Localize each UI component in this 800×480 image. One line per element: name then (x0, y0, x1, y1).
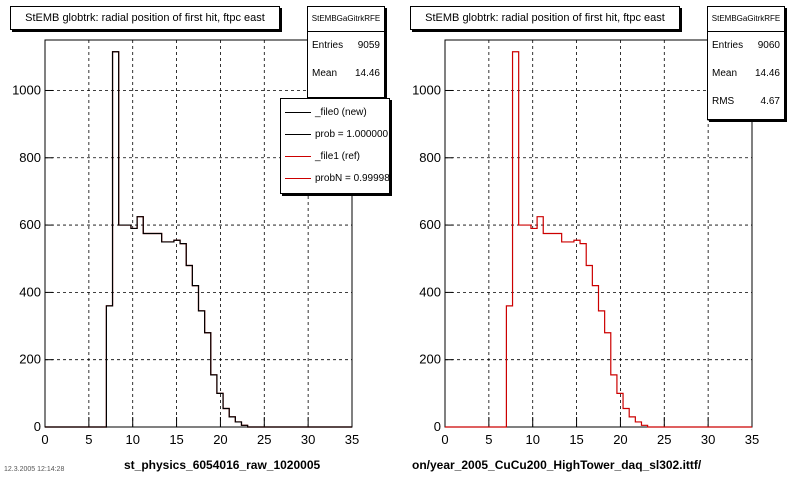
y-tick-label: 600 (19, 217, 41, 232)
legend-item-label: prob = 1.000000 (315, 128, 389, 140)
y-tick-label: 1000 (12, 82, 41, 97)
legend-item-label: _file0 (new) (315, 106, 367, 118)
chart-title-right: StEMB globtrk: radial position of first … (410, 6, 680, 30)
x-tick-label: 15 (569, 432, 583, 447)
stats-mean-label: Mean (712, 68, 738, 79)
stats-entries-value: 9060 (757, 40, 780, 51)
legend-swatch-ref (285, 155, 311, 157)
stats-mean-row: Mean 14.46 (708, 60, 784, 88)
stats-box-right: StEMBGaGitrkRFE Entries 9060 Mean 14.46 … (707, 6, 785, 120)
y-tick-label: 400 (419, 284, 441, 299)
x-tick-label: 30 (701, 432, 715, 447)
x-tick-label: 5 (85, 432, 92, 447)
histogram-panel-right: 0 5 10 15 20 25 30 35 0 200 400 600 800 1000 (412, 39, 759, 447)
x-tick-label: 20 (213, 432, 227, 447)
legend-item: _file1 (ref) (281, 145, 389, 167)
footer-timestamp: 12.3.2005 12:14:28 (4, 466, 65, 473)
histogram-series-line (445, 51, 752, 428)
stats-mean-value: 14.46 (354, 68, 380, 79)
x-tick-label: 35 (345, 432, 359, 447)
stats-entries-label: Entries (312, 40, 344, 51)
stats-header: StEMBGaGitrkRFE (308, 7, 384, 32)
y-tick-label: 800 (419, 150, 441, 165)
x-tick-label: 20 (613, 432, 627, 447)
x-tick-label: 10 (125, 432, 139, 447)
legend-item: probN = 0.999980 (281, 167, 389, 189)
y-tick-label: 400 (19, 284, 41, 299)
x-tick-label: 15 (169, 432, 183, 447)
legend-item-label: _file1 (ref) (315, 150, 361, 162)
x-tick-label: 5 (485, 432, 492, 447)
legend-left: _file0 (new) prob = 1.000000 _file1 (ref… (280, 98, 390, 194)
legend-item: _file0 (new) (281, 101, 389, 123)
x-tick-label: 35 (745, 432, 759, 447)
legend-item-label: probN = 0.999980 (315, 172, 389, 184)
plot-frame (444, 39, 753, 428)
legend-swatch-ref (285, 177, 311, 179)
y-tick-label: 800 (19, 150, 41, 165)
chart-title-left: StEMB globtrk: radial position of first … (10, 6, 280, 30)
legend-swatch-new (285, 133, 311, 135)
legend-item: prob = 1.000000 (281, 123, 389, 145)
stats-mean-value: 14.46 (754, 68, 780, 79)
y-tick-label: 0 (434, 419, 441, 434)
stats-entries-label: Entries (712, 40, 744, 51)
x-tick-label: 30 (301, 432, 315, 447)
file-label-right: on/year_2005_CuCu200_HighTower_daq_sl302… (412, 458, 702, 472)
y-tick-label: 0 (34, 419, 41, 434)
file-label-left: st_physics_6054016_raw_1020005 (124, 458, 321, 472)
legend-swatch-new (285, 111, 311, 113)
y-tick-label: 200 (19, 352, 41, 367)
stats-rms-label: RMS (712, 96, 735, 107)
stats-header: StEMBGaGitrkRFE (708, 7, 784, 32)
stats-box-left: StEMBGaGitrkRFE Entries 9059 Mean 14.46 (307, 6, 385, 98)
stats-rms-row: RMS 4.67 (708, 88, 784, 116)
stats-entries-row: Entries 9060 (708, 32, 784, 60)
y-tick-label: 600 (419, 217, 441, 232)
stats-entries-value: 9059 (357, 40, 380, 51)
x-tick-label: 0 (41, 432, 48, 447)
stats-entries-row: Entries 9059 (308, 32, 384, 60)
x-tick-label: 0 (441, 432, 448, 447)
histogram-panel-left: 0 5 10 15 20 25 30 35 0 200 400 600 800 1000 (12, 39, 359, 447)
stats-mean-row: Mean 14.46 (308, 60, 384, 88)
plot-frame (44, 39, 353, 428)
stats-rms-value: 4.67 (760, 96, 780, 107)
x-tick-label: 10 (525, 432, 539, 447)
histogram-series-line (45, 51, 352, 428)
x-tick-label: 25 (657, 432, 671, 447)
stats-mean-label: Mean (312, 68, 338, 79)
y-tick-label: 1000 (412, 82, 441, 97)
y-tick-label: 200 (419, 352, 441, 367)
x-tick-label: 25 (257, 432, 271, 447)
